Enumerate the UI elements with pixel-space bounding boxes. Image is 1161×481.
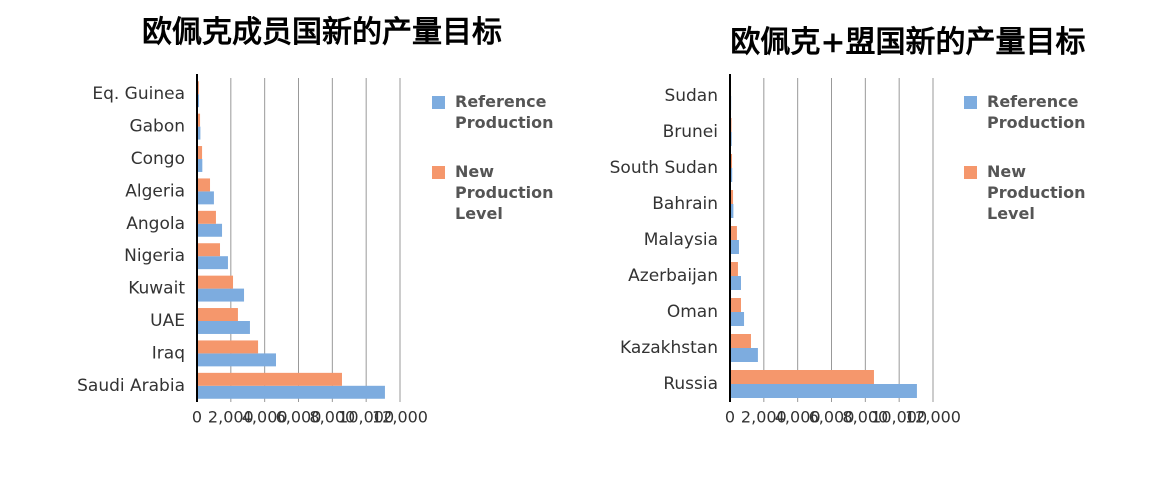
bar bbox=[197, 308, 238, 321]
bar bbox=[197, 191, 214, 205]
bar bbox=[730, 370, 874, 384]
x-tick-label: 6,000 bbox=[276, 408, 322, 427]
category-label: Oman bbox=[667, 302, 718, 322]
bar bbox=[197, 146, 203, 159]
chart-title: 欧佩克成员国新的产量目标 bbox=[142, 15, 502, 50]
x-tick-label: 0 bbox=[192, 408, 202, 427]
bar bbox=[730, 384, 917, 398]
bar bbox=[730, 204, 734, 218]
bar bbox=[197, 275, 234, 289]
x-tick-label: 0 bbox=[725, 408, 735, 427]
bar bbox=[730, 226, 737, 240]
category-label: Algeria bbox=[125, 181, 185, 201]
category-label: Eq. Guinea bbox=[92, 84, 185, 104]
x-tick-label: 10,000 bbox=[338, 408, 394, 427]
bar bbox=[730, 190, 734, 204]
bar bbox=[730, 154, 733, 168]
category-label: Bahrain bbox=[652, 194, 718, 214]
category-label: Nigeria bbox=[124, 246, 185, 266]
category-label: Brunei bbox=[663, 122, 718, 142]
category-label: Russia bbox=[663, 374, 718, 394]
category-label: Congo bbox=[131, 149, 185, 169]
bar bbox=[730, 262, 738, 276]
bar bbox=[197, 113, 201, 127]
x-tick-label: 12,000 bbox=[905, 408, 961, 427]
category-label: Iraq bbox=[152, 343, 185, 363]
bar bbox=[197, 178, 211, 192]
bar bbox=[730, 276, 741, 290]
legend-swatch bbox=[432, 166, 445, 179]
category-label: Angola bbox=[126, 214, 185, 234]
category-label: UAE bbox=[150, 311, 185, 331]
legend-swatch bbox=[432, 96, 445, 109]
legend-label: New Production Level bbox=[987, 162, 1085, 223]
bar bbox=[730, 334, 751, 348]
category-label: Azerbaijan bbox=[628, 266, 718, 286]
bar bbox=[730, 348, 758, 362]
bar bbox=[197, 243, 221, 257]
bar bbox=[197, 372, 342, 386]
bar bbox=[197, 126, 201, 140]
category-label: Kuwait bbox=[128, 279, 185, 299]
category-label: Kazakhstan bbox=[620, 338, 718, 358]
category-label: Malaysia bbox=[644, 230, 718, 250]
legend-swatch bbox=[964, 96, 977, 109]
bar bbox=[197, 385, 385, 399]
legend-label: Reference Production bbox=[455, 92, 553, 132]
bar bbox=[197, 353, 277, 367]
category-label: Gabon bbox=[129, 117, 185, 137]
x-tick-label: 8,000 bbox=[842, 408, 888, 427]
bar bbox=[730, 312, 745, 326]
x-tick-label: 8,000 bbox=[309, 408, 355, 427]
category-label: Sudan bbox=[664, 86, 718, 106]
bar bbox=[197, 256, 228, 270]
category-label: Saudi Arabia bbox=[77, 376, 185, 396]
legend-label: Reference Production bbox=[987, 92, 1085, 132]
bar bbox=[730, 240, 739, 254]
chart-title: 欧佩克+盟国新的产量目标 bbox=[730, 25, 1085, 60]
bar bbox=[197, 288, 245, 302]
bar bbox=[730, 298, 741, 312]
legend-swatch bbox=[964, 166, 977, 179]
bar bbox=[197, 159, 203, 172]
legend-label: New Production Level bbox=[455, 162, 553, 223]
x-tick-label: 2,000 bbox=[208, 408, 254, 427]
x-tick-label: 2,000 bbox=[741, 408, 787, 427]
x-tick-label: 4,000 bbox=[775, 408, 821, 427]
x-tick-label: 10,000 bbox=[871, 408, 927, 427]
bar bbox=[197, 94, 200, 108]
bar bbox=[197, 223, 223, 237]
x-tick-label: 4,000 bbox=[242, 408, 288, 427]
bar bbox=[197, 210, 216, 224]
category-label: South Sudan bbox=[610, 158, 718, 178]
bar bbox=[730, 168, 733, 182]
x-tick-label: 6,000 bbox=[809, 408, 855, 427]
x-tick-label: 12,000 bbox=[372, 408, 428, 427]
bar bbox=[197, 340, 259, 354]
bar bbox=[197, 321, 250, 334]
